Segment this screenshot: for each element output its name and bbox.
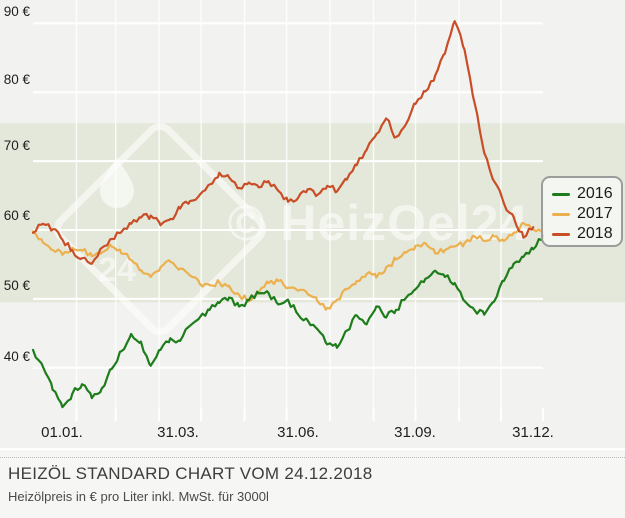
legend-label-2017: 2017 [577, 205, 613, 222]
x-axis-label: 01.01. [41, 424, 83, 441]
y-axis-label: 60 € [3, 208, 30, 223]
legend-label-2016: 2016 [577, 185, 613, 202]
chart-legend: 2016 2017 2018 [541, 176, 623, 247]
y-axis-label: 90 € [3, 4, 30, 19]
x-axis-label: 31.03. [157, 424, 199, 441]
x-axis-label: 31.12. [512, 424, 554, 441]
price-chart-canvas[interactable]: 24 © HeizOel24 [0, 0, 625, 452]
y-axis-label: 50 € [3, 278, 30, 293]
chart-subtitle: Heizölpreis in € pro Liter inkl. MwSt. f… [8, 489, 269, 504]
y-axis-label: 40 € [3, 349, 30, 364]
legend-swatch-2018-icon [552, 232, 570, 236]
legend-item-2018[interactable]: 2018 [552, 224, 621, 244]
y-axis-label: 70 € [3, 138, 30, 153]
svg-text:24: 24 [98, 251, 136, 289]
x-axis-label: 31.09. [394, 424, 436, 441]
legend-item-2016[interactable]: 2016 [552, 184, 621, 204]
chart-title: HEIZÖL STANDARD CHART VOM 24.12.2018 [8, 464, 373, 483]
x-axis-label: 31.06. [277, 424, 319, 441]
chart-caption: HEIZÖL STANDARD CHART VOM 24.12.2018 Hei… [0, 452, 625, 518]
legend-swatch-2016-icon [552, 192, 570, 196]
caption-divider [0, 457, 625, 458]
legend-item-2017[interactable]: 2017 [552, 204, 621, 224]
legend-swatch-2017-icon [552, 212, 570, 216]
svg-text:© HeizOel24: © HeizOel24 [228, 195, 529, 251]
legend-label-2018: 2018 [577, 225, 613, 242]
y-axis-label: 80 € [3, 72, 30, 87]
